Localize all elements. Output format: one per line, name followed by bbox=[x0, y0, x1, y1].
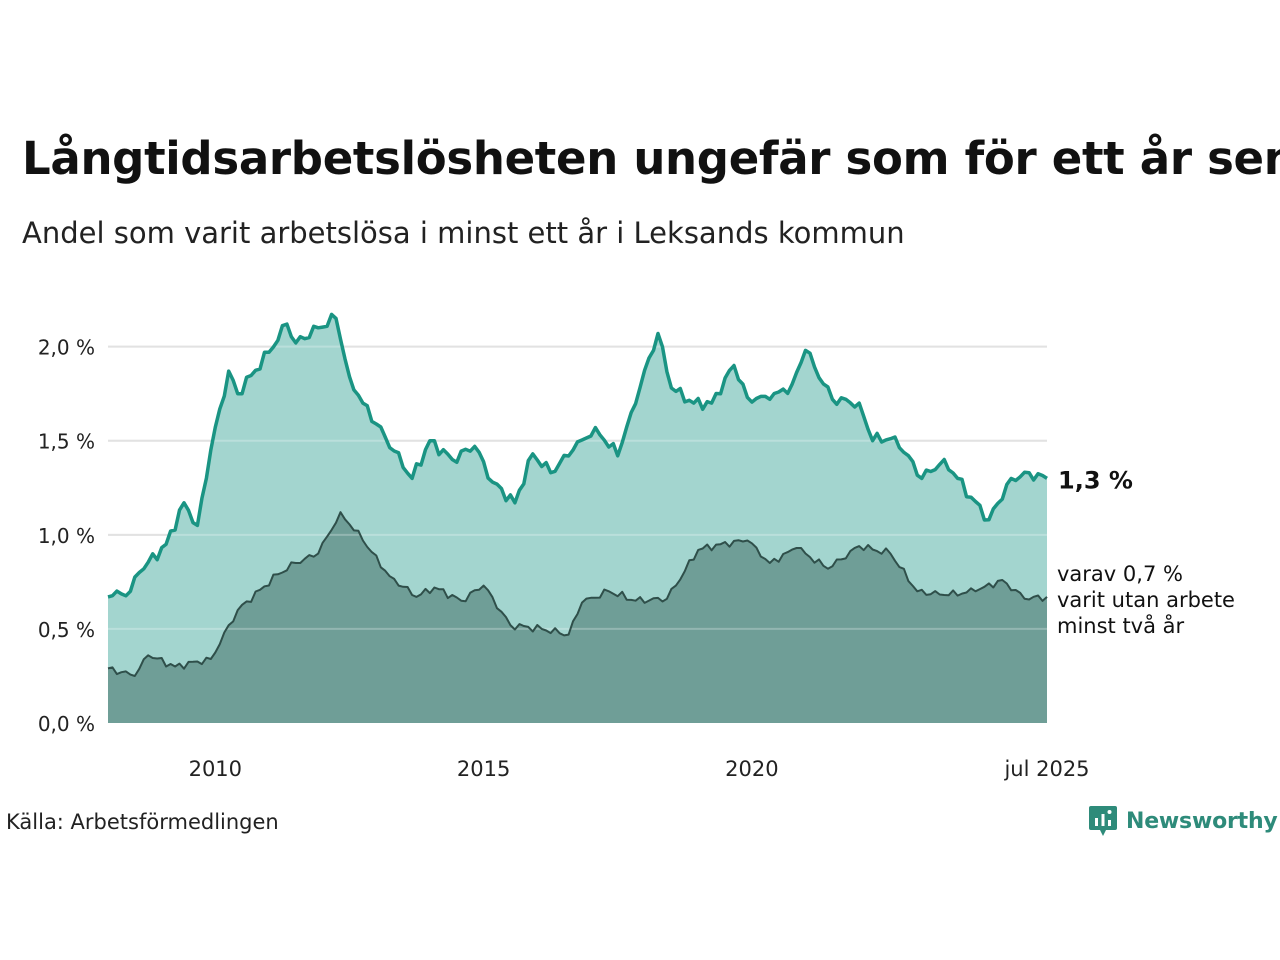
x-tick-label: jul 2025 bbox=[1003, 757, 1089, 781]
series-1-line bbox=[107, 312, 1048, 599]
series-2-end-label: varav 0,7 % bbox=[1057, 562, 1183, 586]
newsworthy-logo-icon bbox=[1089, 806, 1117, 836]
y-tick-label: 0,0 % bbox=[38, 712, 95, 736]
y-tick-label: 0,5 % bbox=[38, 618, 95, 642]
chart-title: Långtidsarbetslösheten ungefär som för e… bbox=[22, 132, 1280, 185]
x-tick-label: 2020 bbox=[725, 757, 778, 781]
series-2-line bbox=[107, 511, 1048, 677]
y-tick-label: 2,0 % bbox=[38, 336, 95, 360]
newsworthy-logo[interactable]: Newsworthy bbox=[1088, 804, 1278, 838]
chart-subtitle: Andel som varit arbetslösa i minst ett å… bbox=[22, 216, 905, 250]
y-tick-label: 1,0 % bbox=[38, 524, 95, 548]
newsworthy-logo-text: Newsworthy bbox=[1126, 808, 1278, 834]
x-tick-label: 2015 bbox=[457, 757, 510, 781]
y-tick-label: 1,5 % bbox=[38, 430, 95, 454]
series-2-area bbox=[108, 512, 1047, 723]
series-2-end-label: varit utan arbete bbox=[1057, 588, 1235, 612]
source-label: Källa: Arbetsförmedlingen bbox=[6, 810, 279, 834]
series-2-end-label: minst två år bbox=[1057, 613, 1185, 638]
x-tick-label: 2010 bbox=[189, 757, 242, 781]
series-1-end-label: 1,3 % bbox=[1058, 466, 1133, 494]
